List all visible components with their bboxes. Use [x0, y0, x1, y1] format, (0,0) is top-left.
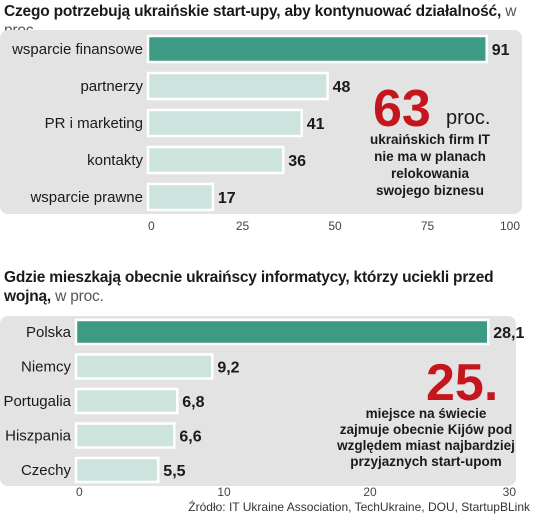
chart-1-tick-label: 0 — [148, 219, 155, 233]
chart-2-bar — [74, 422, 176, 449]
chart-1-category-label: PR i marketing — [45, 115, 143, 132]
chart-1-bar — [146, 108, 303, 138]
chart-1-category-label: wsparcie finansowe — [11, 41, 143, 58]
chart-1-bar — [146, 71, 329, 101]
chart-2-annotation-line: względem miast najbardziej — [336, 438, 515, 453]
chart-2-annotation-line: miejsce na świecie — [366, 406, 487, 421]
chart-1-bar — [146, 34, 488, 64]
chart-1-tick-label: 25 — [236, 219, 250, 233]
chart-2-bar — [74, 318, 490, 346]
chart-2-title-line-2: wojną, — [4, 288, 52, 305]
chart-2-title-line-1: Gdzie mieszkają obecnie ukraińscy inform… — [4, 269, 494, 286]
chart-1-annotation-line: ukraińskich firm IT — [370, 132, 491, 147]
chart-1-bar — [146, 145, 285, 175]
chart-1-annotation-line: nie ma w planach — [374, 149, 486, 164]
chart-2-title: Gdzie mieszkają obecnie ukraińscy inform… — [4, 268, 494, 306]
chart-1-category-label: kontakty — [87, 152, 143, 169]
chart-2-bar — [74, 387, 179, 415]
source-note: Źródło: IT Ukraine Association, TechUkra… — [188, 500, 530, 514]
chart-2-annotation-big-number: 25. — [426, 354, 498, 412]
chart-1-tick-label: 50 — [328, 219, 342, 233]
chart-2-annotation-line: przyjaznych start-upom — [350, 454, 502, 469]
chart-2-value-label: 6,8 — [182, 394, 204, 411]
chart-2-value-label: 28,1 — [493, 325, 524, 342]
chart-2-category-label: Niemcy — [21, 359, 72, 376]
chart-2-bar — [74, 353, 214, 380]
chart-1-annotation-big-number: 63 — [373, 80, 431, 138]
chart-2-tick-label: 30 — [503, 485, 517, 499]
chart-2-category-label: Polska — [26, 324, 72, 341]
chart-2-category-label: Czechy — [21, 462, 72, 479]
chart-2-category-label: Portugalia — [3, 393, 71, 410]
chart-1-value-label: 91 — [492, 42, 510, 59]
chart-1-bar — [146, 182, 215, 212]
chart-1-value-label: 36 — [288, 153, 306, 170]
chart-2-title-unit: w proc. — [55, 288, 104, 305]
chart-1-annotation-line: relokowania — [391, 166, 470, 181]
chart-2-bar — [74, 456, 160, 484]
chart-2-value-label: 9,2 — [217, 360, 239, 377]
chart-1-category-label: partnerzy — [80, 78, 143, 95]
chart-1-tick-label: 100 — [500, 219, 520, 233]
chart-1-title-text: Czego potrzebują ukraińskie start-upy, a… — [4, 3, 502, 20]
chart-1-value-label: 17 — [218, 190, 236, 207]
chart-2-tick-label: 20 — [363, 485, 377, 499]
chart-1-annotation-line: swojego biznesu — [376, 183, 484, 198]
chart-2-tick-label: 0 — [76, 485, 83, 499]
chart-2-tick-label: 10 — [217, 485, 231, 499]
chart-1-category-label: wsparcie prawne — [29, 189, 143, 206]
chart-2-annotation-line: zajmuje obecnie Kijów pod — [340, 422, 513, 437]
chart-1-annotation-big-unit: proc. — [446, 107, 490, 129]
chart-1-tick-label: 75 — [421, 219, 435, 233]
chart-1-value-label: 48 — [333, 79, 351, 96]
chart-2-value-label: 6,6 — [179, 429, 201, 446]
chart-2-category-label: Hiszpania — [5, 428, 72, 445]
chart-2-value-label: 5,5 — [163, 463, 185, 480]
chart-1-value-label: 41 — [307, 116, 325, 133]
